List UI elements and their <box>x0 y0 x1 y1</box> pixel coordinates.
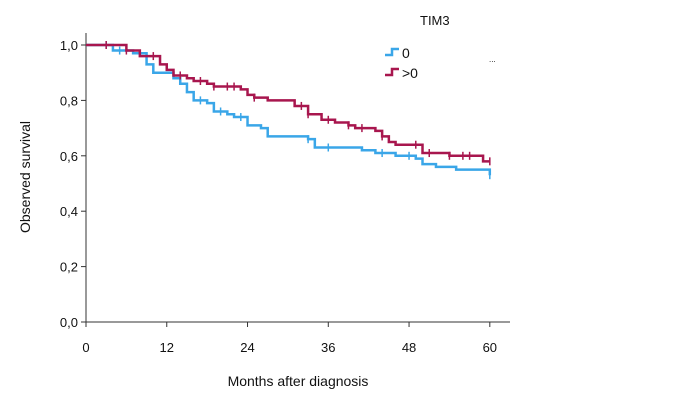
y-tick-label: 0,0 <box>60 315 78 330</box>
y-tick-label: 0,8 <box>60 93 78 108</box>
legend-label: >0 <box>402 65 418 81</box>
x-tick-label: 60 <box>483 340 497 355</box>
y-tick-label: 0,2 <box>60 260 78 275</box>
legend-title: TIM3 <box>420 13 450 28</box>
x-tick-label: 36 <box>321 340 335 355</box>
legend-extra-marker: ... <box>489 55 496 64</box>
legend-items: 0>0 <box>385 45 418 81</box>
y-tick-label: 0,4 <box>60 204 78 219</box>
series-1-line <box>86 43 490 163</box>
legend-swatch <box>385 67 399 77</box>
x-tick-label: 12 <box>160 340 174 355</box>
legend-label: 0 <box>402 45 410 61</box>
series-0-line <box>86 43 492 176</box>
x-ticks: 0 12 24 36 48 60 <box>82 322 497 355</box>
y-axis-label: Observed survival <box>17 121 33 233</box>
y-tick-label: 0,6 <box>60 149 78 164</box>
legend-swatch <box>385 47 399 57</box>
y-tick-label: 1,0 <box>60 38 78 53</box>
x-tick-label: 24 <box>240 340 254 355</box>
x-axis-label: Months after diagnosis <box>228 373 369 389</box>
series-layer <box>86 41 492 180</box>
legend: TIM3 0>0 ... <box>385 13 496 81</box>
plot-area <box>85 33 510 323</box>
x-tick-label: 0 <box>82 340 89 355</box>
y-ticks: 0,0 0,2 0,4 0,6 0,8 1,0 <box>60 38 86 330</box>
x-tick-label: 48 <box>402 340 416 355</box>
